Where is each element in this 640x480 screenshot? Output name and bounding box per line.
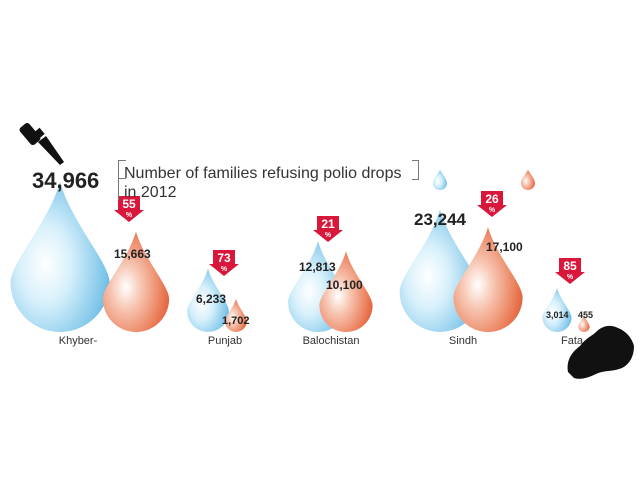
- percent-symbol-label: %: [325, 232, 332, 239]
- down-arrow-icon: [477, 191, 507, 217]
- down-arrow-icon: [209, 250, 239, 276]
- percent-symbol-label: %: [489, 207, 496, 214]
- drop-mark-refused: [578, 314, 590, 332]
- category-label: Sindh: [449, 335, 477, 347]
- chart-title: Number of families refusing polio drops …: [124, 165, 402, 201]
- drop-percent-label: 55: [122, 197, 136, 211]
- drop-mark-total: [542, 287, 572, 332]
- drop-mark-total: [187, 268, 229, 332]
- title-bracket: [118, 160, 419, 200]
- percent-symbol-label: %: [567, 274, 574, 281]
- dropper-icon: [19, 122, 64, 165]
- map-silhouette-icon: [567, 325, 634, 379]
- drop-percent-label: 73: [217, 251, 231, 265]
- value-label-refused: 17,100: [486, 240, 523, 254]
- value-label-total: 34,966: [32, 168, 99, 193]
- drop-mark-refused: [319, 251, 373, 332]
- drop-mark-refused: [102, 231, 170, 333]
- category-label: Balochistan: [303, 335, 360, 347]
- percent-symbol-label: %: [221, 266, 228, 273]
- percent-symbol-label: %: [126, 212, 133, 219]
- value-label-refused: 10,100: [326, 278, 363, 292]
- legend-drop-red-icon: [521, 170, 535, 190]
- value-label-total: 3,014: [546, 310, 569, 320]
- value-label-total: 23,244: [414, 210, 467, 229]
- drop-percent-label: 85: [563, 259, 577, 273]
- category-label: Punjab: [208, 335, 242, 347]
- down-arrow-icon: [555, 258, 585, 284]
- value-label-refused: 15,663: [114, 247, 151, 261]
- drop-percent-label: 21: [321, 217, 335, 231]
- category-label: Khyber-: [59, 335, 98, 347]
- category-label: Fata: [561, 335, 584, 347]
- value-label-refused: 455: [578, 310, 593, 320]
- value-label-total: 6,233: [196, 292, 226, 306]
- value-label-refused: 1,702: [222, 315, 250, 327]
- down-arrow-icon: [114, 196, 144, 222]
- drop-mark-refused: [225, 298, 247, 332]
- drop-mark-total: [10, 182, 110, 332]
- drop-percent-label: 26: [485, 192, 499, 206]
- title-bracket-right: [412, 160, 419, 180]
- legend-drop-blue-icon: [433, 170, 447, 190]
- drop-mark-refused: [453, 227, 523, 332]
- value-label-total: 12,813: [299, 260, 336, 274]
- down-arrow-icon: [313, 216, 343, 242]
